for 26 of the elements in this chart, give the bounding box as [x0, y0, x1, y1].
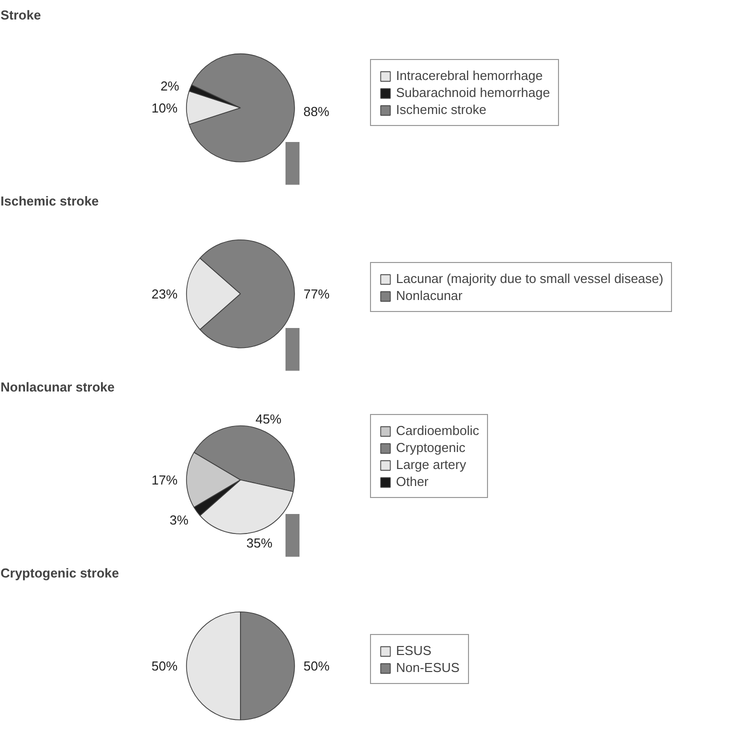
data-label: 50% [151, 658, 178, 674]
legend-label: Nonlacunar [396, 288, 462, 303]
chart-title: Nonlacunar stroke [0, 380, 115, 394]
data-label: 77% [303, 286, 330, 302]
data-label: 45% [255, 412, 282, 427]
legend-label: Ischemic stroke [396, 102, 486, 117]
legend-label: Intracerebral hemorrhage [396, 68, 543, 83]
data-label: 50% [303, 658, 330, 674]
chart-title: Ischemic stroke [0, 194, 99, 208]
data-label: 17% [151, 472, 178, 488]
text: Stroke [0, 8, 41, 22]
chart-title: Cryptogenic stroke [0, 566, 119, 580]
legend-label: ESUS [396, 643, 432, 658]
legend-label: Cardioembolic [396, 423, 480, 438]
data-label: 3% [170, 512, 189, 528]
legend-label: Other [396, 474, 429, 489]
data-label: 88% [303, 104, 330, 120]
legend-label: Subarachnoid hemorrhage [396, 85, 550, 100]
legend-label: Lacunar (majority due to small vessel disease) [396, 271, 664, 286]
data-label: 23% [151, 286, 178, 302]
legend-label: Cryptogenic [396, 440, 466, 455]
data-label: 10% [151, 100, 178, 116]
data-label: 2% [160, 78, 180, 94]
legend-label: Large artery [396, 457, 466, 472]
data-label: 35% [246, 535, 273, 550]
legend-label: Non-ESUS [396, 660, 460, 675]
